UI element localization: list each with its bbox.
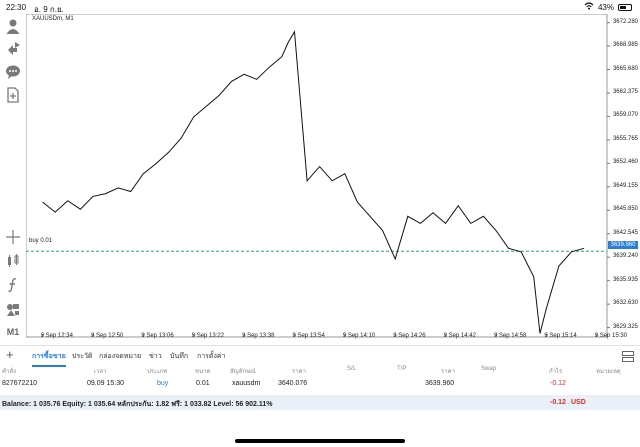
tab-trade[interactable]: การซื้อขาย — [32, 353, 66, 367]
col-comment: หมายเหตุ — [596, 369, 621, 375]
y-tick-label: 3659.070 — [612, 112, 638, 119]
x-tick-label: 9 Sep 13:06 — [141, 333, 174, 339]
col-type: ประเภท — [147, 369, 168, 375]
order-price: 3640.076 — [278, 380, 308, 387]
chart-symbol: XAUUSDm, M1 — [32, 16, 74, 22]
left-toolbar: M1 — [0, 14, 25, 338]
y-tick-label: 3649.155 — [612, 182, 638, 189]
y-tick-label: 3632.630 — [612, 300, 638, 307]
timeframe-m1-button[interactable]: M1 — [6, 327, 20, 337]
col-order: คำสั่ง — [2, 369, 16, 375]
new-document-icon[interactable] — [3, 85, 23, 105]
collapse-panel-icon[interactable] — [622, 349, 634, 362]
battery-icon — [618, 3, 632, 11]
y-tick-label: 3655.765 — [612, 135, 638, 142]
position-label: buy 0.01 — [29, 238, 53, 244]
current-price-tag: 3639.960 — [608, 241, 638, 249]
trade-arrows-icon[interactable] — [3, 39, 23, 59]
order-symbol: xauusdm — [232, 380, 261, 387]
col-tp: T/P — [397, 366, 407, 372]
objects-icon[interactable] — [3, 299, 23, 319]
status-date: อ. 9 ก.ย. — [34, 5, 64, 14]
chart-canvas[interactable] — [26, 14, 640, 338]
tab-news[interactable]: ข่าว — [149, 353, 162, 360]
table-row[interactable]: 827672210 09.09 15:30 buy 0.01 xauusdm 3… — [0, 378, 640, 392]
y-tick-label: 3639.240 — [612, 253, 638, 260]
order-id: 827672210 — [2, 380, 38, 387]
x-tick-label: 9 Sep 14:10 — [342, 333, 376, 339]
add-icon[interactable]: + — [6, 347, 14, 362]
x-tick-label: 9 Sep 14:42 — [443, 333, 476, 339]
y-tick-label: 3672.280 — [612, 18, 638, 25]
x-tick-label: 9 Sep 13:22 — [191, 333, 225, 339]
col-current-price: ราคา — [441, 369, 455, 375]
balance-bar: Balance: 1 035.76 Equity: 1 035.64 หลักป… — [0, 395, 640, 410]
chart-plot-frame — [26, 14, 608, 338]
y-tick-marks — [607, 22, 610, 329]
col-symbol: สัญลักษณ์ — [230, 369, 256, 375]
order-type: buy — [157, 380, 169, 387]
currency: USD — [571, 399, 586, 406]
x-tick-marks — [42, 334, 598, 337]
tab-history[interactable]: ประวัติ — [72, 353, 93, 360]
indicators-icon[interactable] — [3, 251, 23, 271]
col-profit: กำไร — [549, 369, 563, 375]
x-tick-label: 9 Sep 12:50 — [90, 333, 124, 339]
y-tick-label: 3665.680 — [612, 65, 638, 72]
y-tick-label: 3662.375 — [612, 88, 638, 95]
battery-percent: 43% — [597, 2, 614, 12]
function-icon[interactable] — [3, 275, 23, 295]
x-tick-label: 9 Sep 14:58 — [493, 333, 527, 339]
order-profit: -0.12 — [550, 380, 566, 387]
y-tick-label: 3635.935 — [612, 276, 638, 283]
x-tick-label: 9 Sep 14:26 — [393, 333, 426, 339]
orders-table-header: คำสั่ง เวลา ประเภท ขนาด สัญลักษณ์ ราคา S… — [0, 364, 640, 376]
y-tick-label: 3645.850 — [612, 206, 638, 213]
y-tick-label: 3652.460 — [612, 159, 638, 166]
col-sl: S/L — [347, 366, 357, 372]
col-time: เวลา — [94, 369, 107, 375]
y-tick-label: 3668.985 — [612, 42, 638, 49]
x-tick-label: 9 Sep 15:30 — [594, 333, 628, 339]
price-line — [42, 30, 585, 334]
account-icon[interactable] — [3, 16, 23, 36]
terminal-tabs: + การซื้อขาย ประวัติ กล่องจดหมาย ข่าว บั… — [0, 345, 640, 367]
x-tick-label: 9 Sep 13:54 — [292, 333, 325, 339]
home-indicator[interactable] — [235, 439, 405, 443]
order-size: 0.01 — [196, 380, 210, 387]
current-price: 3639.960 — [425, 380, 455, 387]
tab-settings[interactable]: การตั้งค่า — [197, 353, 226, 360]
y-tick-label: 3629.325 — [612, 323, 638, 330]
col-price: ราคา — [292, 369, 306, 375]
crosshair-icon[interactable] — [3, 227, 23, 247]
col-size: ขนาด — [195, 369, 211, 375]
wifi-icon — [584, 2, 594, 12]
tab-mailbox[interactable]: กล่องจดหมาย — [99, 353, 142, 360]
order-time: 09.09 15:30 — [87, 380, 124, 387]
x-tick-label: 9 Sep 15:14 — [544, 333, 577, 339]
col-swap: Swap — [481, 366, 497, 372]
x-tick-label: 9 Sep 12:34 — [40, 333, 73, 339]
balance-summary: Balance: 1 035.76 Equity: 1 035.64 หลักป… — [2, 401, 273, 408]
y-tick-label: 3642.545 — [612, 229, 638, 236]
status-time: 22:30 — [6, 3, 27, 12]
chat-icon[interactable] — [3, 62, 23, 82]
total-profit: -0.12 — [550, 399, 566, 406]
x-tick-label: 9 Sep 13:38 — [242, 333, 275, 339]
status-bar: 22:30 อ. 9 ก.ย. 43% — [0, 0, 640, 14]
tab-journal[interactable]: บันทึก — [170, 353, 189, 360]
